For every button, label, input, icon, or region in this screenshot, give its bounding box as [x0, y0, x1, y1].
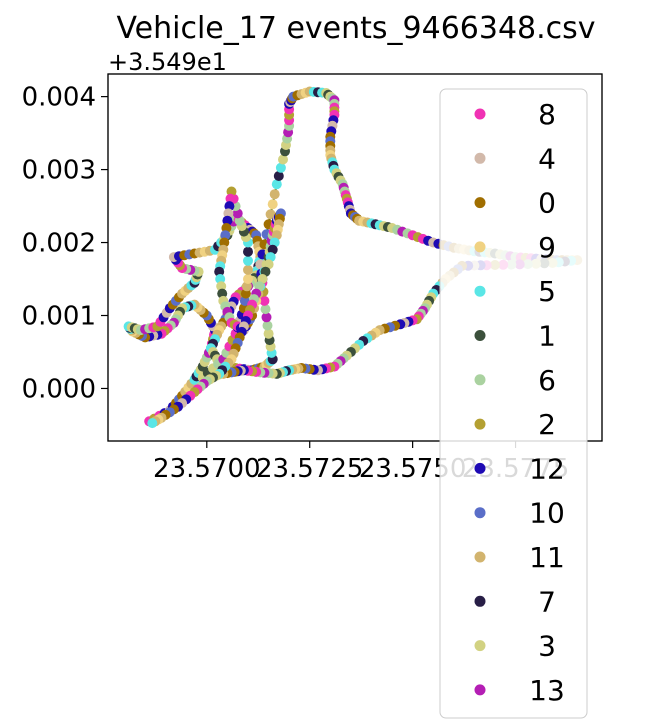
plot-frame [107, 73, 603, 442]
legend-label-13: 13 [529, 674, 565, 707]
legend-label-2: 2 [538, 408, 556, 441]
legend-marker-1 [474, 330, 486, 341]
legend-marker-12 [474, 462, 486, 474]
x-tick-label: 23.5700 [153, 454, 261, 484]
legend-label-6: 6 [538, 364, 556, 397]
legend-label-12: 12 [529, 452, 565, 485]
event-point-6 [262, 320, 273, 331]
legend-marker-2 [474, 418, 486, 430]
event-point-11 [265, 209, 276, 220]
event-point-0 [219, 237, 230, 248]
legend-box [439, 88, 588, 719]
event-point-8 [225, 193, 236, 204]
legend-marker-8 [474, 108, 486, 120]
y-tick-label: 0.001 [22, 302, 96, 332]
event-point-5 [243, 255, 253, 266]
legend-label-7: 7 [538, 585, 556, 618]
legend-label-10: 10 [529, 497, 565, 530]
legend-marker-4 [474, 152, 486, 164]
y-axis: 0.000 0.001 0.002 0.003 0.004 [22, 83, 108, 404]
event-point-12 [224, 201, 235, 212]
event-point-7 [214, 266, 225, 277]
event-point-11 [243, 264, 253, 275]
legend-label-9: 9 [538, 231, 556, 264]
event-point-11 [269, 189, 280, 200]
y-tick-label: 0.000 [22, 374, 96, 404]
legend-marker-10 [474, 507, 486, 519]
event-point-9 [267, 199, 278, 210]
legend-marker-6 [474, 374, 486, 386]
legend-label-5: 5 [538, 275, 556, 308]
event-point-3 [263, 328, 274, 339]
legend-label-11: 11 [529, 541, 565, 574]
event-point-12 [222, 215, 233, 226]
event-point-7 [243, 246, 253, 257]
event-point-13 [261, 312, 272, 323]
legend-marker-7 [474, 595, 486, 607]
y-tick-label: 0.004 [22, 83, 96, 113]
event-point-4 [223, 208, 234, 219]
legend-label-4: 4 [538, 142, 556, 175]
y-offset-label: +3.549e1 [108, 48, 227, 76]
event-point-0 [240, 288, 251, 299]
event-point-5 [215, 274, 226, 284]
event-point-8 [259, 295, 270, 306]
legend-marker-9 [474, 241, 486, 253]
legend-marker-3 [474, 640, 486, 652]
event-point-10 [220, 230, 231, 241]
legend-marker-5 [474, 285, 486, 297]
event-point-3 [278, 154, 288, 165]
chart-title: Vehicle_17 events_9466348.csv [116, 11, 595, 46]
legend-marker-11 [474, 551, 486, 563]
event-point-5 [275, 162, 286, 173]
legend-label-8: 8 [538, 98, 556, 131]
event-point-5 [271, 179, 282, 190]
y-tick-label: 0.002 [22, 229, 96, 259]
legend-items: 8 4 0 9 5 1 6 2 12 10 11 7 3 13 [474, 98, 565, 707]
x-tick-label: 23.5725 [256, 454, 364, 484]
event-point-2 [226, 186, 237, 197]
event-point-5 [147, 418, 158, 429]
event-point-6 [260, 304, 271, 315]
legend-label-0: 0 [538, 187, 556, 220]
legend-marker-0 [474, 197, 486, 209]
legend-marker-13 [474, 684, 486, 696]
y-tick-label: 0.003 [22, 156, 96, 186]
legend-label-3: 3 [538, 630, 556, 663]
legend-label-1: 1 [538, 320, 556, 353]
event-point-9 [243, 274, 253, 284]
legend: 8 4 0 9 5 1 6 2 12 10 11 7 3 13 [439, 88, 588, 719]
event-point-3 [216, 281, 227, 292]
event-point-7 [273, 171, 284, 181]
